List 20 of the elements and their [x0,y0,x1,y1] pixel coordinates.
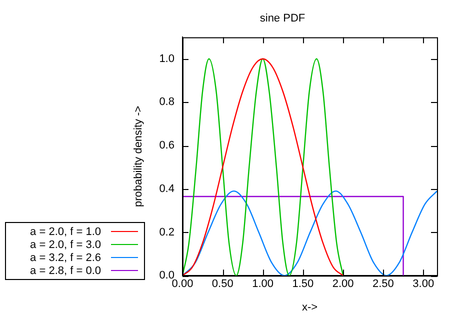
y-tick-label: 0.8 [159,96,174,108]
x-tick-label: 2.00 [332,278,354,290]
legend-label: a = 2.0, f = 3.0 [30,238,101,250]
y-tick-label: 0.6 [159,140,174,152]
line-series [182,58,344,276]
y-tick-label: 0.2 [159,226,174,238]
x-tick-label: 1.00 [252,278,274,290]
x-tick-label: 1.50 [292,278,314,290]
y-tick-label: 1.0 [159,52,174,65]
x-axis-title: x-> [302,301,318,314]
legend-label: a = 3.2, f = 2.6 [30,252,101,264]
x-tick-label: 0.00 [172,278,194,290]
y-tick-label: 0.4 [159,182,174,195]
legend-label: a = 2.8, f = 0.0 [30,264,101,276]
x-tick-label: 3.00 [412,278,434,290]
x-tick-label: 2.50 [372,278,394,290]
legend-label: a = 2.0, f = 1.0 [30,226,101,238]
x-tick-label: 0.50 [212,278,234,290]
y-axis-title: probability density -> [132,106,145,207]
chart-title: sine PDF [260,12,306,25]
